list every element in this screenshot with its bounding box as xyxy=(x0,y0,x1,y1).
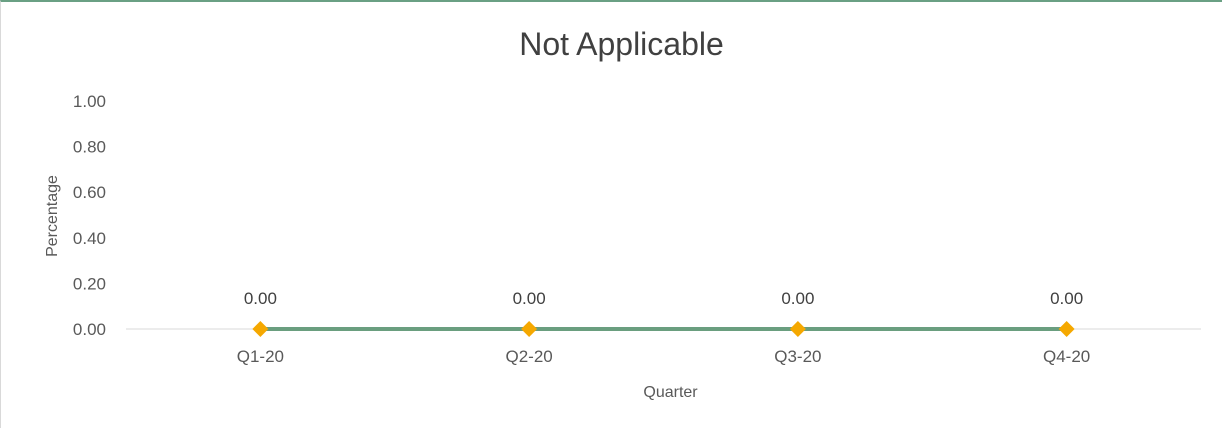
x-axis-title: Quarter xyxy=(643,384,698,401)
data-label: 0.00 xyxy=(513,289,546,308)
x-tick-label: Q2-20 xyxy=(506,347,553,366)
x-tick-label: Q4-20 xyxy=(1043,347,1090,366)
y-tick-label: 0.40 xyxy=(73,229,106,248)
y-tick-label: 1.00 xyxy=(73,92,106,111)
data-label: 0.00 xyxy=(781,289,814,308)
data-label: 0.00 xyxy=(244,289,277,308)
data-label: 0.00 xyxy=(1050,289,1083,308)
y-tick-label: 0.60 xyxy=(73,183,106,202)
data-point-marker xyxy=(1058,321,1075,337)
data-point-marker xyxy=(789,321,806,337)
x-tick-label: Q1-20 xyxy=(237,347,284,366)
y-tick-label: 0.00 xyxy=(73,320,106,339)
data-point-marker xyxy=(521,321,538,337)
x-tick-label: Q3-20 xyxy=(774,347,821,366)
y-tick-label: 0.80 xyxy=(73,138,106,157)
y-tick-label: 0.20 xyxy=(73,274,106,293)
chart-title: Not Applicable xyxy=(519,26,724,62)
y-axis-title: Percentage xyxy=(44,175,61,257)
data-point-marker xyxy=(252,321,269,337)
